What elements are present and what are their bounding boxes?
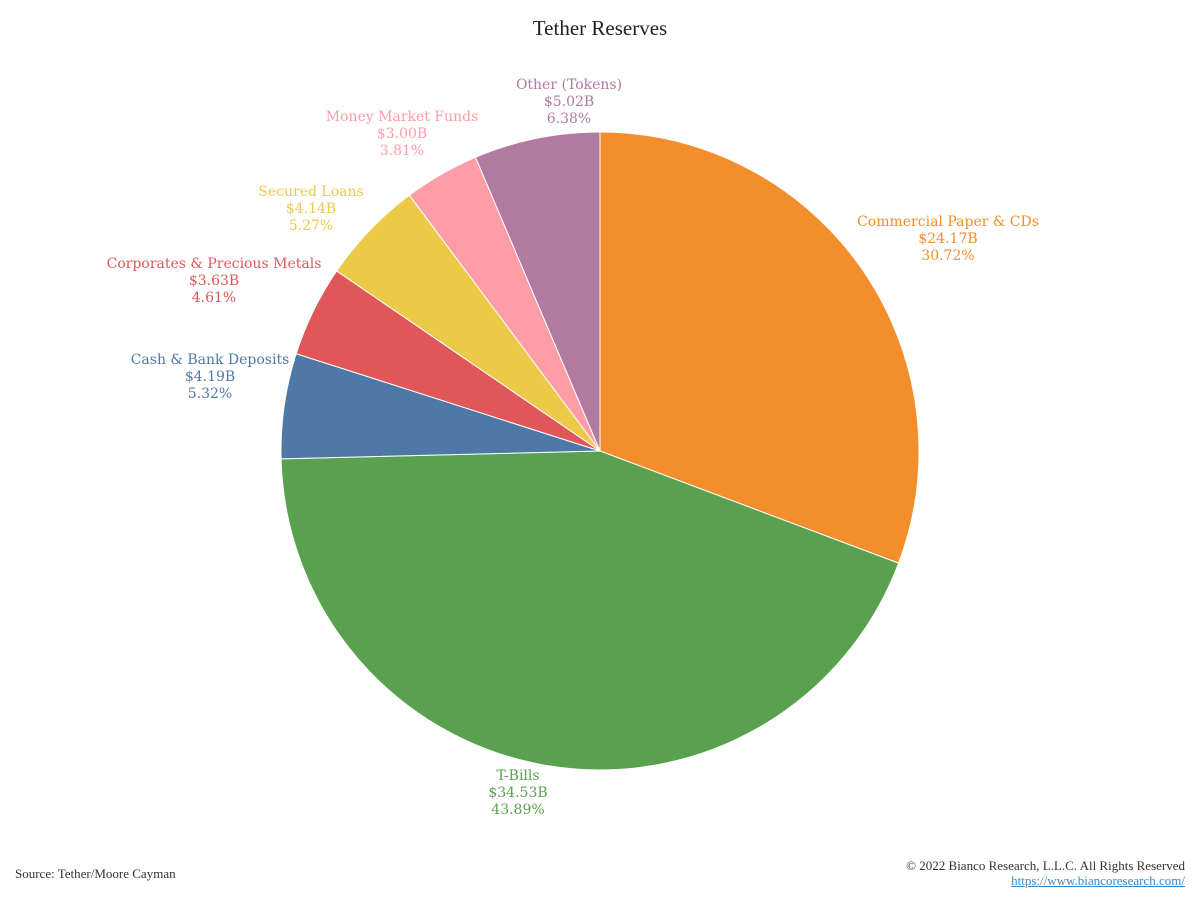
slice-percent: 6.38% [547,111,591,127]
slice-label-cash-bank-deposits: Cash & Bank Deposits $4.19B 5.32% [131,352,290,402]
slice-label-commercial-paper-cds: Commercial Paper & CDs $24.17B 30.72% [857,214,1039,264]
slice-label-other-tokens: Other (Tokens) $5.02B 6.38% [516,77,622,127]
slice-label-money-market-funds: Money Market Funds $3.00B 3.81% [326,109,479,159]
slice-name: Corporates & Precious Metals [107,256,322,272]
website-link[interactable]: https://www.biancoresearch.com/ [1011,873,1185,888]
slice-name: Secured Loans [258,184,363,200]
slice-value: $24.17B [918,231,977,247]
slice-percent: 4.61% [192,290,236,306]
slice-percent: 5.32% [188,386,232,402]
slice-label-t-bills: T-Bills $34.53B 43.89% [488,768,547,818]
slice-value: $4.19B [185,369,235,385]
slice-percent: 5.27% [289,218,333,234]
slice-label-corporates-precious-metals: Corporates & Precious Metals $3.63B 4.61% [107,256,322,306]
slice-percent: 30.72% [921,248,974,264]
slice-value: $3.00B [377,126,427,142]
slice-value: $34.53B [488,785,547,801]
slice-name: T-Bills [496,768,539,784]
slice-name: Other (Tokens) [516,77,622,93]
slice-percent: 3.81% [380,143,424,159]
pie-slice-t-bills[interactable] [280,450,900,771]
source-note: Source: Tether/Moore Cayman [15,866,176,881]
chart-title: Tether Reserves [532,16,668,40]
slice-value: $4.14B [286,201,336,217]
slice-percent: 43.89% [491,802,544,818]
slice-name: Commercial Paper & CDs [857,214,1039,230]
footer-credits: © 2022 Bianco Research, L.L.C. All Right… [906,858,1185,888]
slice-name: Money Market Funds [326,109,479,125]
pie-slice-commercial-paper-cds[interactable] [599,131,920,564]
copyright-text: © 2022 Bianco Research, L.L.C. All Right… [906,858,1185,873]
slice-label-secured-loans: Secured Loans $4.14B 5.27% [258,184,363,234]
pie-slice-other-tokens[interactable] [474,131,601,452]
slice-name: Cash & Bank Deposits [131,352,290,368]
slice-value: $5.02B [544,94,594,110]
slice-value: $3.63B [189,273,239,289]
